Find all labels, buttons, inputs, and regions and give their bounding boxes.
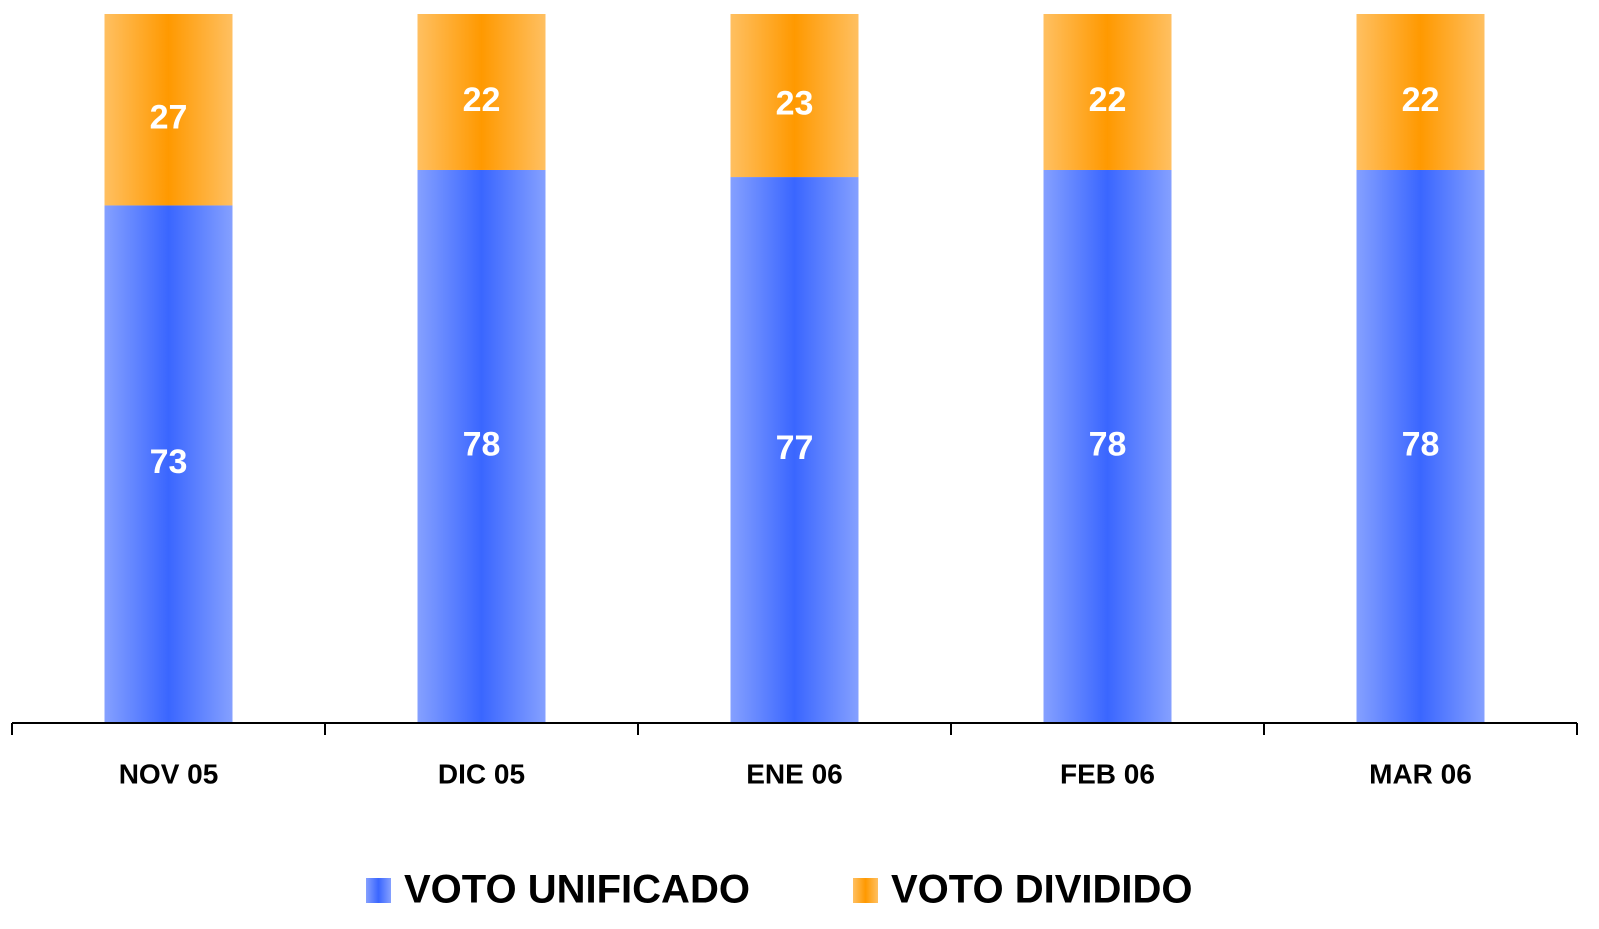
value-label: 73 <box>150 443 188 481</box>
value-label: 78 <box>1402 425 1440 463</box>
bar-segment <box>417 14 546 170</box>
bar-segment <box>104 205 233 723</box>
value-label: 22 <box>1402 81 1440 119</box>
bar-segment <box>1043 14 1172 170</box>
value-label: 77 <box>776 429 814 467</box>
legend-label: VOTO UNIFICADO <box>404 868 750 912</box>
legend-swatch <box>853 878 878 903</box>
x-tick-label: MAR 06 <box>1369 758 1472 789</box>
legend-label: VOTO DIVIDIDO <box>891 868 1193 912</box>
x-tick-label: NOV 05 <box>119 758 219 789</box>
bar-segment <box>730 14 859 178</box>
legend-swatch <box>366 878 391 903</box>
value-label: 23 <box>776 85 814 123</box>
bar-segment <box>730 177 859 723</box>
x-tick-label: ENE 06 <box>746 758 843 789</box>
bar-segment <box>1356 169 1485 724</box>
value-label: 78 <box>1089 425 1127 463</box>
bar-segment <box>104 14 233 206</box>
bar-segment <box>1356 14 1485 170</box>
bar-segment <box>417 169 546 724</box>
value-label: 22 <box>1089 81 1127 119</box>
x-tick-label: FEB 06 <box>1060 758 1155 789</box>
value-label: 22 <box>463 81 501 119</box>
value-label: 78 <box>463 425 501 463</box>
bar-segment <box>1043 169 1172 724</box>
value-label: 27 <box>150 99 188 137</box>
x-tick-label: DIC 05 <box>438 758 525 789</box>
